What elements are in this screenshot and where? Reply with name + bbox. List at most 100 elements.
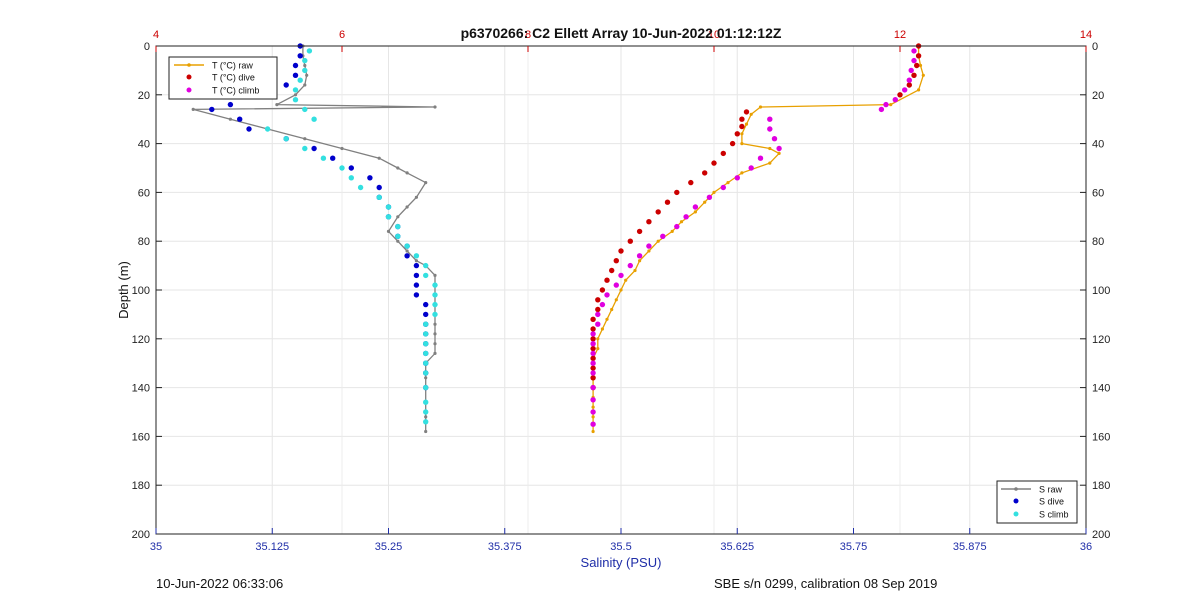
y-tick-label-right: 100: [1092, 285, 1110, 297]
data-point: [638, 259, 642, 263]
data-point: [604, 292, 610, 298]
data-point: [729, 140, 736, 147]
data-point: [883, 101, 889, 108]
data-point: [748, 165, 754, 171]
x-tick-label-bottom: 35.625: [720, 541, 754, 553]
x-tick-label-bottom: 36: [1080, 541, 1092, 553]
data-point: [664, 199, 671, 205]
data-point: [906, 82, 912, 88]
data-point: [423, 384, 429, 391]
data-point: [600, 327, 605, 331]
data-point: [595, 311, 601, 318]
data-point: [424, 181, 428, 185]
data-point: [646, 243, 652, 249]
data-point: [433, 273, 437, 277]
data-point: [740, 132, 744, 136]
data-point: [292, 87, 299, 93]
data-point: [590, 341, 596, 347]
data-point: [348, 165, 354, 171]
data-point: [591, 405, 595, 409]
legend-t-climb-marker: [186, 87, 192, 93]
footer-timestamp: 10-Jun-2022 06:33:06: [156, 576, 284, 591]
legend-s-climb-label: S climb: [1039, 510, 1069, 520]
data-point: [595, 297, 601, 303]
data-point: [739, 116, 745, 122]
data-point: [911, 57, 917, 64]
data-point: [921, 73, 925, 77]
data-point: [878, 106, 885, 113]
x-tick-label-top: 12: [894, 29, 906, 41]
data-point: [303, 63, 307, 68]
y-tick-label-right: 200: [1092, 529, 1110, 541]
data-point: [693, 210, 698, 214]
x-tick-label-bottom: 35.125: [255, 541, 289, 553]
y-tick-label: 160: [132, 431, 150, 443]
data-point: [395, 233, 401, 239]
data-point: [757, 155, 764, 161]
data-point: [627, 238, 633, 244]
data-point: [395, 223, 401, 230]
data-point: [902, 87, 908, 93]
data-point: [433, 351, 437, 355]
data-point: [423, 331, 429, 337]
data-point: [768, 161, 772, 165]
chart-title: p6370266: C2 Ellett Array 10-Jun-2022 01…: [461, 25, 782, 41]
series-s-raw: [191, 44, 437, 434]
data-point: [692, 204, 699, 210]
data-point: [191, 107, 195, 111]
data-point: [590, 336, 596, 342]
data-point: [739, 123, 745, 130]
data-point: [423, 419, 429, 425]
x-tick-label-bottom: 35.75: [840, 541, 868, 553]
data-point: [292, 97, 299, 103]
data-point: [703, 200, 707, 204]
data-point: [320, 155, 327, 161]
data-point: [405, 171, 409, 175]
data-point: [433, 342, 437, 346]
data-point: [768, 146, 772, 151]
data-point: [292, 72, 299, 79]
data-point: [670, 229, 674, 233]
data-point: [633, 268, 637, 273]
data-point: [917, 88, 921, 92]
data-point: [432, 292, 438, 298]
y-tick-label-right: 160: [1092, 431, 1110, 443]
data-point: [590, 421, 596, 427]
data-point: [911, 72, 917, 79]
legend-t-climb-label: T (°C) climb: [212, 86, 259, 96]
data-point: [599, 287, 606, 293]
data-point: [660, 233, 666, 239]
data-point: [915, 53, 922, 59]
data-point: [367, 175, 373, 181]
y-tick-label: 60: [138, 187, 150, 199]
data-point: [590, 345, 596, 352]
data-point: [609, 267, 615, 274]
data-point: [423, 399, 429, 405]
data-point: [423, 262, 429, 269]
data-point: [604, 277, 610, 283]
legend-box: [996, 480, 1078, 524]
data-point: [432, 311, 438, 318]
y-tick-label: 100: [132, 285, 150, 297]
data-point: [404, 243, 410, 249]
data-point: [302, 57, 308, 64]
data-point: [348, 175, 354, 181]
data-point: [591, 415, 595, 419]
data-point: [433, 332, 437, 336]
data-point: [396, 215, 400, 219]
y-tick-label-right: 80: [1092, 236, 1104, 248]
data-point: [413, 253, 420, 259]
data-point: [911, 48, 917, 54]
data-point: [396, 239, 400, 243]
data-point: [405, 249, 409, 253]
data-point: [302, 67, 308, 74]
data-point: [433, 105, 437, 109]
y-tick-label: 120: [132, 334, 150, 346]
axes: 0 0 20 20 40 40 60 60 80 80 100 100 120 120 140 140 160 1…: [132, 29, 1111, 553]
x-tick-label-top: 14: [1080, 29, 1092, 41]
data-point: [614, 298, 618, 302]
salinity-legend: S raw S dive S climb: [996, 480, 1078, 524]
data-point: [275, 103, 279, 107]
data-point: [414, 259, 418, 263]
data-point: [613, 282, 619, 288]
